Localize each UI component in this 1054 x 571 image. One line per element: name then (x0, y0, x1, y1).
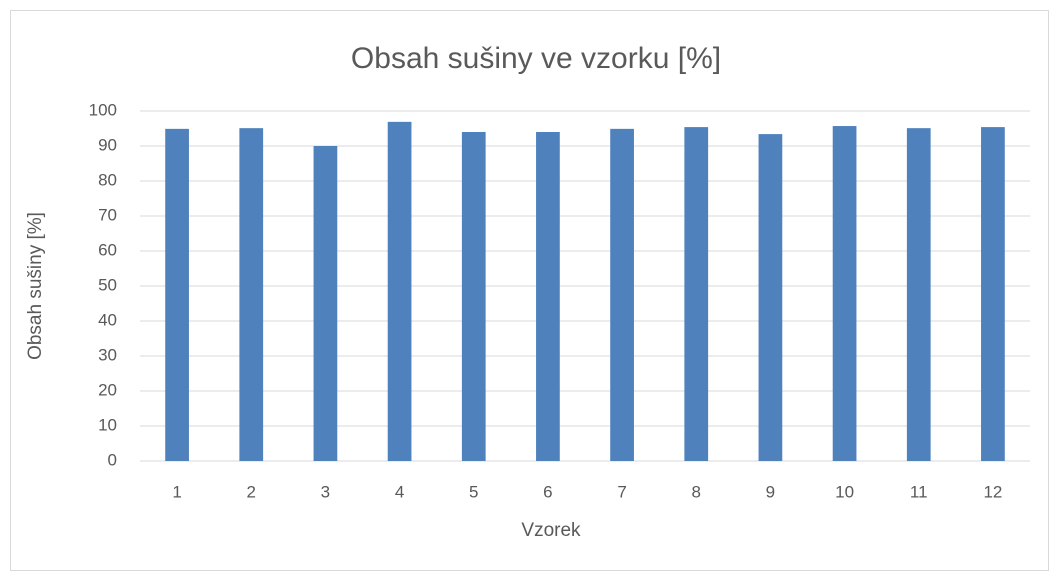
y-tick-label: 40 (98, 310, 117, 329)
bar (387, 121, 412, 461)
y-tick-label: 90 (98, 135, 117, 154)
x-tick-label: 3 (321, 482, 330, 501)
x-tick-label: 8 (692, 482, 701, 501)
x-axis-label: Vzorek (521, 520, 581, 541)
x-tick-label: 5 (469, 482, 478, 501)
bar (313, 146, 338, 461)
bar (906, 128, 931, 461)
x-tick-label: 9 (766, 482, 775, 501)
bar (832, 126, 857, 462)
y-tick-label: 10 (98, 415, 117, 434)
bar (981, 127, 1005, 461)
bar (536, 132, 560, 461)
x-tick-label: 7 (617, 482, 626, 501)
x-tick-label: 11 (910, 482, 928, 501)
y-tick-label: 80 (98, 170, 117, 189)
y-tick-label: 50 (98, 275, 117, 294)
bar (758, 134, 783, 461)
x-tick-label: 10 (835, 482, 854, 501)
x-tick-label: 6 (543, 482, 552, 501)
bar (165, 128, 189, 461)
x-tick-label: 4 (395, 482, 404, 501)
bar (461, 132, 486, 461)
y-tick-label: 0 (108, 450, 117, 469)
y-tick-label: 60 (98, 240, 117, 259)
bar (610, 128, 634, 461)
y-axis-label: Obsah sušiny [%] (25, 212, 46, 360)
x-tick-label: 2 (247, 482, 256, 501)
y-tick-label: 30 (98, 345, 117, 364)
chart-title: Obsah sušiny ve vzorku [%] (351, 42, 721, 75)
x-tick-label: 1 (172, 482, 181, 501)
bar (239, 128, 264, 461)
y-tick-label: 70 (98, 205, 117, 224)
y-tick-label: 20 (98, 380, 117, 399)
x-tick-label: 12 (983, 482, 1002, 501)
y-tick-label: 100 (89, 100, 117, 119)
bar (684, 127, 709, 461)
